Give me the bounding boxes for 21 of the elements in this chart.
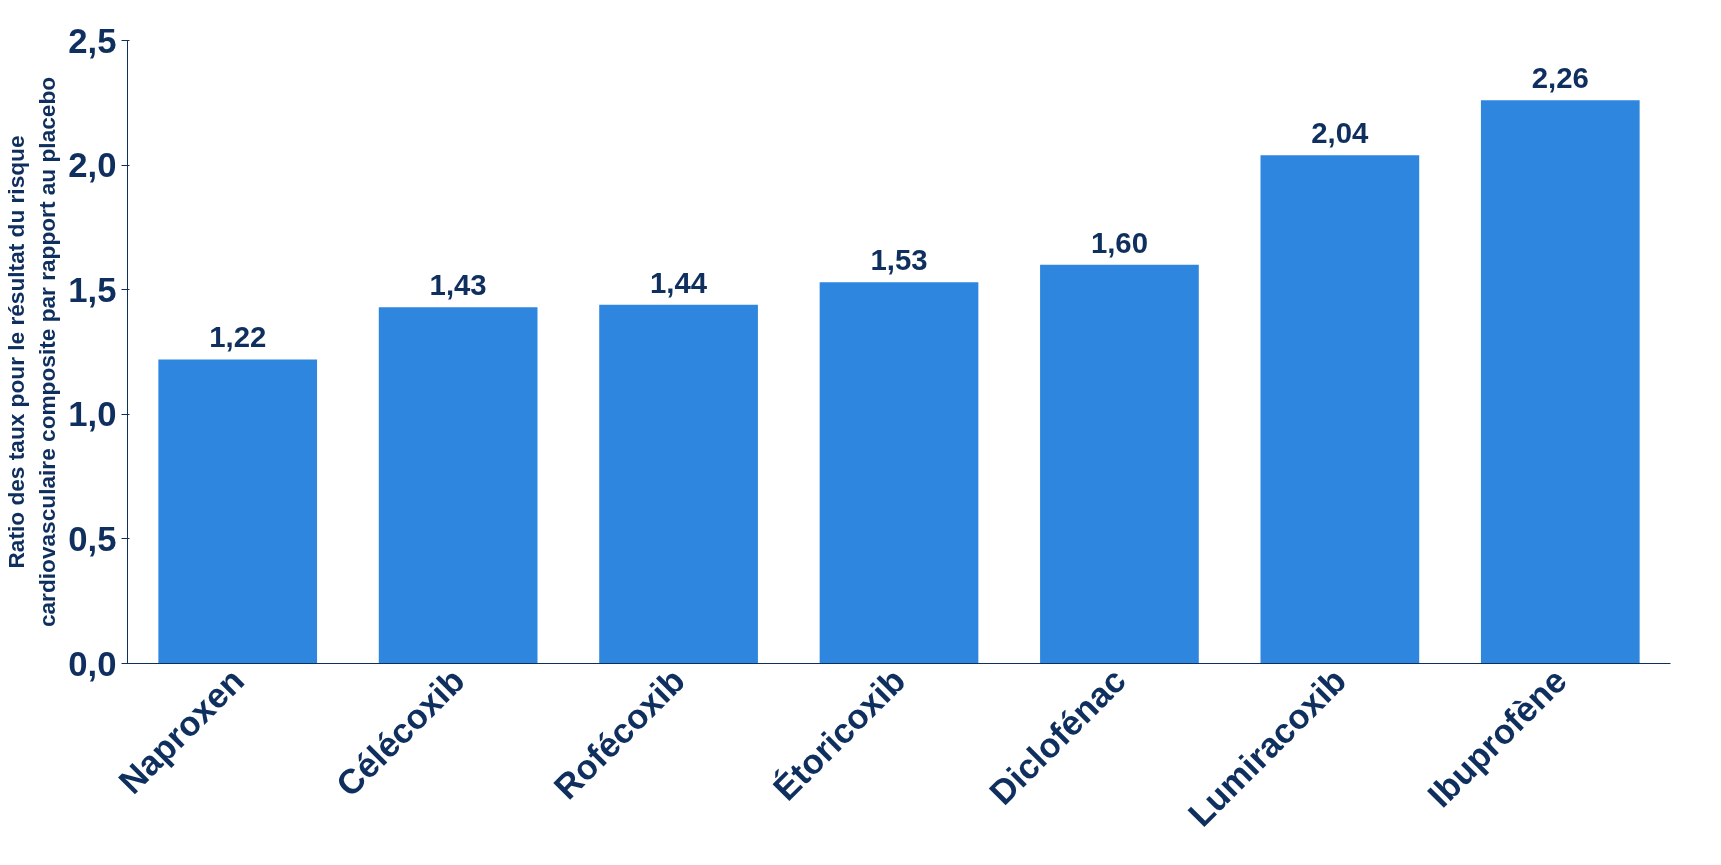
data-label: 2,04 bbox=[1311, 116, 1370, 150]
y-tick-label: 1,5 bbox=[68, 270, 117, 309]
bar bbox=[599, 304, 758, 664]
y-tick-label: 1,0 bbox=[68, 395, 117, 434]
data-label: 2,26 bbox=[1531, 61, 1589, 95]
bar bbox=[819, 282, 979, 664]
bar bbox=[1480, 100, 1640, 664]
bar bbox=[158, 359, 318, 664]
data-label: 1,44 bbox=[650, 265, 708, 299]
y-tick-label: 2,5 bbox=[68, 21, 117, 60]
data-label: 1,22 bbox=[209, 320, 267, 354]
bar bbox=[1040, 264, 1199, 664]
data-label: 1,43 bbox=[429, 268, 487, 302]
data-label: 1,60 bbox=[1090, 225, 1148, 259]
bar bbox=[378, 307, 538, 664]
y-axis-title: Ratio des taux pour le résultat du risque cardiovasculaire composite par rapport au placebo bbox=[3, 76, 61, 628]
y-tick-label: 2,0 bbox=[68, 146, 117, 185]
y-tick-label: 0,0 bbox=[68, 644, 117, 683]
data-label: 1,53 bbox=[870, 243, 928, 277]
y-tick-label: 0,5 bbox=[68, 519, 117, 558]
bar bbox=[1260, 155, 1420, 664]
